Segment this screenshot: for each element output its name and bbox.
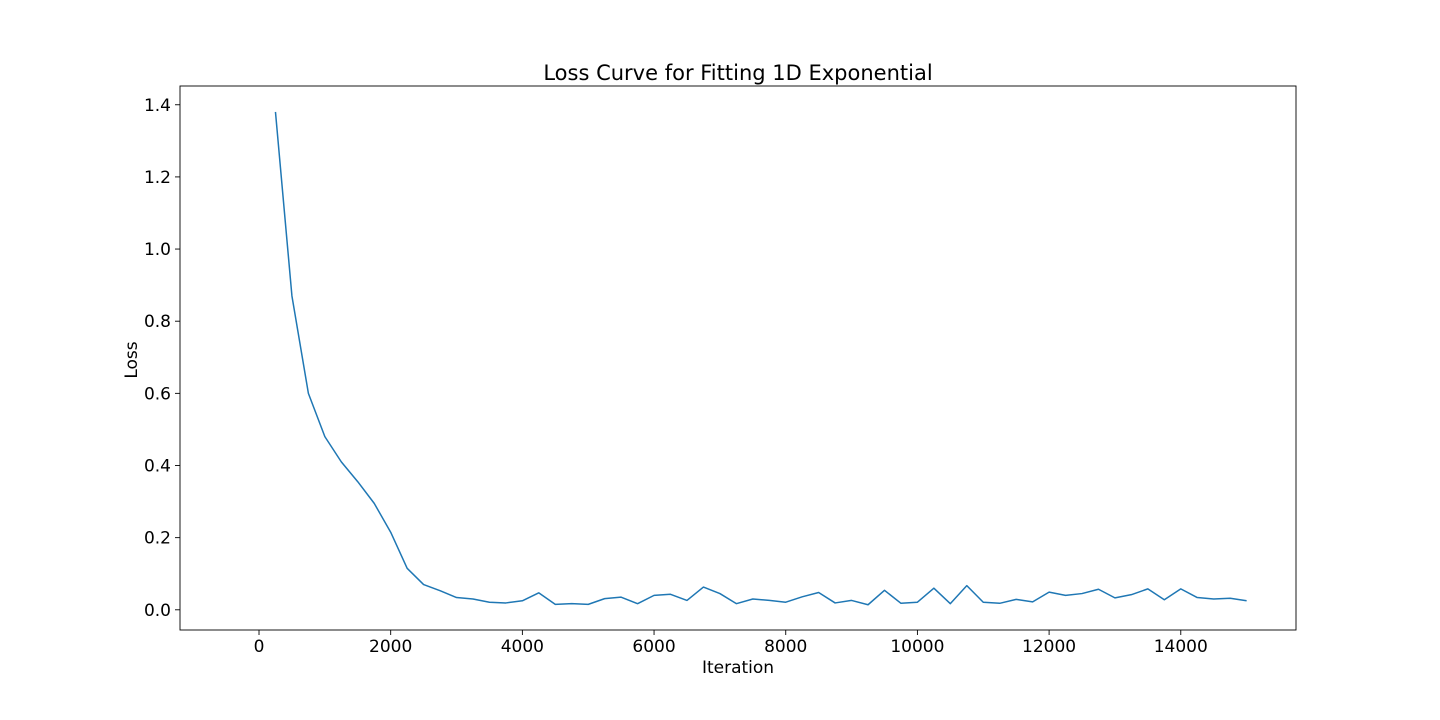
y-tick-label: 0.0 [144, 601, 171, 621]
y-axis-ticks: 0.0 0.2 0.4 0.6 0.8 1.0 1.2 1.4 [144, 96, 180, 621]
y-tick-label: 1.2 [144, 168, 171, 188]
y-tick-label: 0.6 [144, 384, 171, 404]
series-line-0 [274, 111, 1247, 606]
x-tick-label: 6000 [632, 637, 675, 657]
x-tick-label: 0 [254, 637, 265, 657]
y-axis-label: Loss [122, 341, 142, 378]
x-axis-ticks: 0 2000 4000 6000 8000 10000 12000 14000 [254, 630, 1208, 657]
x-tick-label: 14000 [1154, 637, 1208, 657]
y-tick-label: 0.8 [144, 312, 171, 332]
chart-title: Loss Curve for Fitting 1D Exponential [543, 61, 932, 85]
y-tick-label: 0.2 [144, 529, 171, 549]
x-axis-label: Iteration [702, 658, 774, 678]
x-tick-label: 12000 [1022, 637, 1076, 657]
x-tick-label: 8000 [764, 637, 807, 657]
x-tick-label: 2000 [369, 637, 412, 657]
y-tick-label: 1.4 [144, 96, 171, 116]
x-tick-label: 4000 [501, 637, 544, 657]
x-tick-label: 10000 [890, 637, 944, 657]
plot-frame [179, 85, 1297, 631]
y-tick-label: 0.4 [144, 457, 171, 477]
y-tick-label: 1.0 [144, 240, 171, 260]
plot-area [179, 85, 1297, 631]
